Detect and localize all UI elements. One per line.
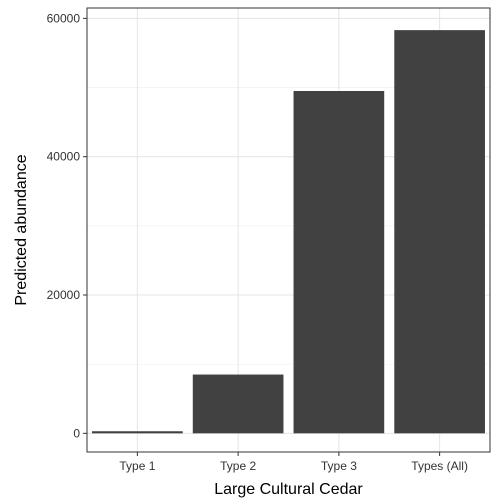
- x-tick-label: Type 1: [119, 459, 155, 473]
- panel-border: [86, 7, 491, 453]
- y-tick-label: 60000: [47, 11, 81, 25]
- y-axis-title: Predicted abundance: [13, 154, 30, 305]
- y-tick-label: 20000: [47, 288, 81, 302]
- bar-type-3: [293, 90, 385, 434]
- x-axis-title: Large Cultural Cedar: [214, 481, 363, 498]
- y-axis-ticks: 0 20000 40000 60000: [47, 11, 87, 440]
- bar-type-1: [92, 431, 183, 434]
- bar-type-2: [192, 374, 284, 434]
- x-axis-ticks: Type 1 Type 2 Type 3 Types (All): [119, 452, 468, 473]
- x-tick-label: Type 2: [220, 459, 256, 473]
- x-tick-label: Types (All): [411, 459, 468, 473]
- bars: [92, 30, 485, 434]
- x-tick-label: Type 3: [321, 459, 357, 473]
- y-tick-label: 0: [73, 426, 80, 440]
- y-tick-label: 40000: [47, 150, 81, 164]
- bar-types-all: [394, 30, 485, 434]
